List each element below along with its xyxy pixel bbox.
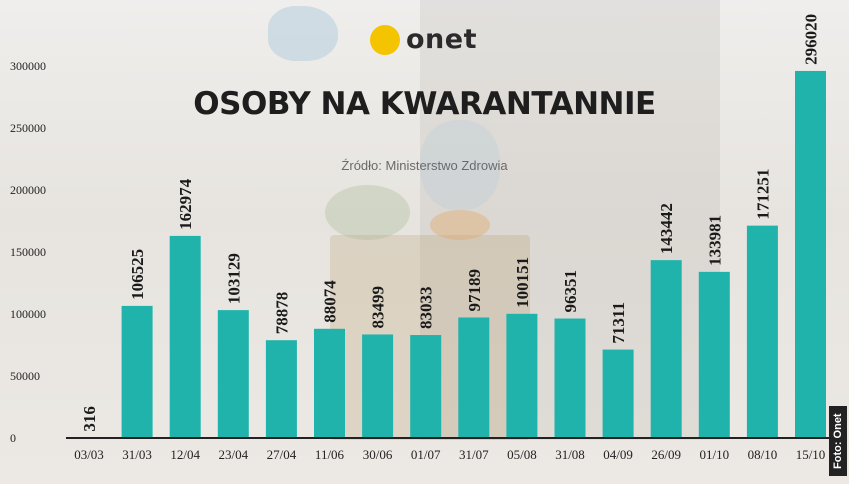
bar-value-label: 71311 xyxy=(609,302,628,344)
y-tick-label: 100000 xyxy=(10,307,46,321)
bar-value-label: 316 xyxy=(80,406,99,432)
y-tick-label: 50000 xyxy=(10,369,40,383)
bar xyxy=(410,335,442,438)
bar-value-label: 133981 xyxy=(705,215,724,266)
y-tick-label: 150000 xyxy=(10,245,46,259)
x-tick-label: 05/08 xyxy=(507,447,537,462)
bar xyxy=(314,328,345,438)
bar xyxy=(602,349,634,438)
bar-value-label: 171251 xyxy=(753,169,772,220)
bar xyxy=(169,235,201,438)
bar xyxy=(698,271,730,438)
x-tick-label: 15/10 xyxy=(796,447,826,462)
x-tick-label: 11/06 xyxy=(315,447,345,462)
x-tick-label: 03/03 xyxy=(74,447,104,462)
y-tick-label: 0 xyxy=(10,431,16,445)
bar xyxy=(650,260,682,438)
bar-value-label: 103129 xyxy=(224,253,243,304)
x-tick-label: 27/04 xyxy=(267,447,297,462)
bar xyxy=(217,310,249,438)
bar-value-label: 96351 xyxy=(561,270,580,313)
bar xyxy=(265,340,297,438)
bar-value-label: 78878 xyxy=(272,292,291,335)
x-tick-label: 30/06 xyxy=(363,447,393,462)
yellow-circle-icon xyxy=(370,24,400,55)
bar-value-label: 143442 xyxy=(657,203,676,254)
x-tick-label: 31/07 xyxy=(459,447,489,462)
bar-value-label: 296020 xyxy=(802,14,821,65)
onet-logo: onet xyxy=(370,24,477,55)
x-tick-label: 31/03 xyxy=(122,447,152,462)
x-tick-label: 08/10 xyxy=(748,447,778,462)
logo-text: onet xyxy=(406,24,477,55)
x-tick-label: 23/04 xyxy=(218,447,248,462)
bar-value-label: 97189 xyxy=(465,269,484,312)
bar xyxy=(746,225,778,438)
y-tick-label: 300000 xyxy=(10,59,46,73)
chart-subtitle: Źródło: Ministerstwo Zdrowia xyxy=(341,158,508,173)
bar-value-label: 162974 xyxy=(176,178,195,230)
bar-value-label: 88074 xyxy=(321,280,340,323)
x-tick-label: 26/09 xyxy=(651,447,681,462)
bar xyxy=(554,318,586,438)
x-tick-label: 01/07 xyxy=(411,447,441,462)
x-tick-label: 01/10 xyxy=(699,447,729,462)
bar xyxy=(121,305,153,438)
bar-value-label: 106525 xyxy=(128,249,147,300)
y-tick-label: 200000 xyxy=(10,183,46,197)
bar-value-label: 83033 xyxy=(417,287,436,330)
bar xyxy=(362,334,394,438)
bar-value-label: 83499 xyxy=(369,286,388,329)
bar xyxy=(506,313,538,438)
x-tick-label: 12/04 xyxy=(170,447,200,462)
chart-title: OSOBY NA KWARANTANNIE xyxy=(193,86,656,122)
bar xyxy=(458,317,490,438)
x-tick-label: 31/08 xyxy=(555,447,585,462)
bar-value-label: 100151 xyxy=(513,257,532,308)
x-tick-label: 04/09 xyxy=(603,447,633,462)
photo-credit: Foto: Onet xyxy=(829,406,847,476)
y-tick-label: 250000 xyxy=(10,121,46,135)
bar xyxy=(795,70,826,438)
